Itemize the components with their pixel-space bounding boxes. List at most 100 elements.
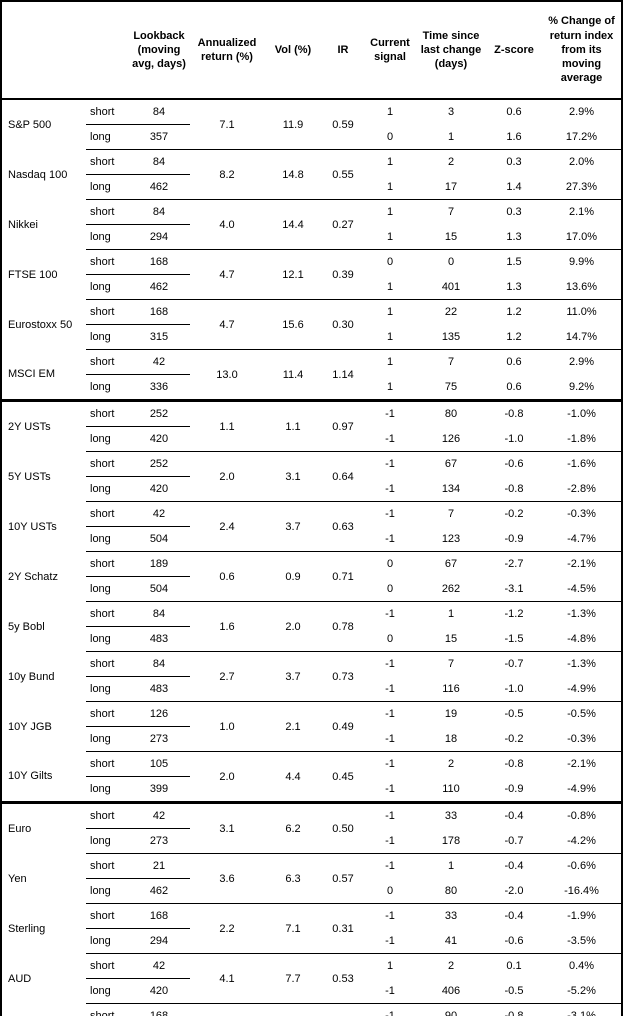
asset-name: FTSE 100	[8, 268, 58, 281]
z-score-value: -0.5	[486, 701, 542, 727]
z-score-value: 0.1	[486, 953, 542, 979]
header-vol: Vol (%)	[264, 1, 322, 100]
time-since-value: 262	[441, 582, 461, 595]
pct-change-value: 11.0%	[542, 299, 622, 325]
pct-change-value: -2.8%	[567, 482, 596, 495]
signal-value: -1	[385, 432, 395, 445]
asset-row-long: long 273 -1 178 -0.7 -4.2%	[1, 829, 622, 854]
asset-row-short: S&P 500 short 84 7.1 11.9 0.59 1 3 0.6 2.9%	[1, 99, 622, 131]
asset-row-short: 2Y Schatz short 189 0.6 0.9 0.71 0 67 -2.7 -2.1%	[1, 551, 622, 602]
time-since-value: 17	[444, 180, 458, 193]
annualized-return-value: 1.1	[190, 399, 264, 452]
asset-row-short: Yen short 21 3.6 6.3 0.57 -1 1 -0.4 -0.6%	[1, 853, 622, 904]
annualized-return-value: 4.0	[190, 199, 264, 250]
annualized-return-value: 2.2	[190, 903, 264, 954]
pct-change-value: -5.2%	[567, 984, 596, 997]
pct-change-value: -16.4%	[564, 884, 599, 897]
z-score-value: -3.1	[504, 582, 524, 595]
asset-name: Eurostoxx 50	[8, 318, 73, 331]
asset-row-long: long 504 -1 123 -0.9 -4.7%	[1, 527, 622, 552]
vol-value: 14.8	[264, 149, 322, 200]
lookback-value: 273	[149, 835, 169, 847]
pct-change-value: -1.9%	[542, 903, 622, 929]
annualized-return-value: 0.6	[190, 551, 264, 602]
signal-value: 1	[386, 230, 394, 243]
z-score-value: 1.5	[486, 249, 542, 275]
period-label-long: long	[90, 985, 111, 997]
header-current-signal: Current signal	[364, 1, 416, 100]
signal-value: 1	[386, 280, 394, 293]
vol-value: 11.4	[264, 349, 322, 401]
z-score-value: -0.8	[504, 482, 524, 495]
asset-name: S&P 500	[8, 118, 52, 131]
vol-value: 11.9	[282, 118, 304, 131]
lookback-value: 105	[128, 751, 190, 777]
signal-value: 1	[386, 330, 394, 343]
time-since-value: 80	[416, 399, 486, 427]
time-since-value: 33	[416, 801, 486, 829]
period-label-long: long	[90, 433, 111, 445]
time-since-value: 1	[447, 130, 455, 143]
ir-value: 0.45	[322, 751, 364, 803]
annualized-return-value: 1.6	[190, 601, 264, 652]
lookback-value: 294	[149, 231, 169, 243]
period-label-short: short	[86, 853, 128, 879]
asset-row-short: FTSE 100 short 168 4.7 12.1 0.39 0 0 1.5 9.9%	[1, 249, 622, 300]
z-score-value: -0.7	[504, 834, 524, 847]
asset-row-short: Sterling short 168 2.2 7.1 0.31 -1 33 -0.4 -1.9%	[1, 903, 622, 954]
period-label-long: long	[90, 633, 111, 645]
header-z-score: Z-score	[486, 1, 542, 100]
period-label-short: short	[86, 99, 128, 125]
time-since-value: 7	[416, 651, 486, 677]
period-label-short: short	[86, 1003, 128, 1016]
asset-row-short: AUD short 42 4.1 7.7 0.53 1 2 0.1 0.4%	[1, 953, 622, 1004]
signal-value: -1	[385, 682, 395, 695]
time-since-value: 123	[441, 532, 461, 545]
asset-row-long: long 462 1 401 1.3 13.6%	[1, 275, 622, 300]
annualized-return-value: 7.1	[219, 118, 235, 131]
asset-row-short: MSCI EM short 42 13.0 11.4 1.14 1 7 0.6 2.9%	[1, 349, 622, 401]
asset-name: 5Y USTs	[8, 470, 51, 483]
signal-value: -1	[364, 751, 416, 777]
ir-value: 0.15	[322, 1003, 364, 1016]
vol-value: 15.6	[264, 299, 322, 350]
annualized-return-value: 4.7	[190, 299, 264, 350]
lookback-value: 84	[128, 149, 190, 175]
period-label-long: long	[90, 783, 111, 795]
signal-value: -1	[385, 532, 395, 545]
z-score-value: -1.0	[504, 682, 524, 695]
ir-value: 0.31	[322, 903, 364, 954]
pct-change-value: 0.4%	[542, 953, 622, 979]
lookback-value: 420	[149, 483, 169, 495]
pct-change-value: -0.6%	[542, 853, 622, 879]
asset-row-short: Eurostoxx 50 short 168 4.7 15.6 0.30 1 22 1.2 11.…	[1, 299, 622, 350]
asset-row-long: long 294 1 15 1.3 17.0%	[1, 225, 622, 250]
pct-change-value: -1.3%	[542, 651, 622, 677]
vol-value: 6.2	[264, 801, 322, 854]
time-since-value: 67	[416, 551, 486, 577]
annualized-return-value: 4.7	[190, 249, 264, 300]
lookback-value: 399	[149, 783, 169, 795]
vol-value: 7.7	[264, 953, 322, 1004]
asset-row-short: 10Y USTs short 42 2.4 3.7 0.63 -1 7 -0.2 -0.3%	[1, 501, 622, 552]
header-annualized-return: Annualized return (%)	[190, 1, 264, 100]
vol-value: 6.3	[264, 853, 322, 904]
z-score-value: -1.5	[504, 632, 524, 645]
asset-row-short: 5Y USTs short 252 2.0 3.1 0.64 -1 67 -0.6 -1.6%	[1, 451, 622, 502]
lookback-value: 504	[149, 583, 169, 595]
header-period	[86, 1, 128, 100]
signal-value: -1	[385, 782, 395, 795]
time-since-value: 18	[444, 732, 458, 745]
signal-value: 1	[364, 349, 416, 375]
asset-name: 10y Bund	[8, 670, 55, 683]
signal-value: 0	[386, 632, 394, 645]
lookback-value: 462	[149, 885, 169, 897]
header-time-since: Time since last change (days)	[416, 1, 486, 100]
signal-value: -1	[364, 701, 416, 727]
z-score-value: 1.3	[506, 230, 522, 243]
ir-value: 0.57	[322, 853, 364, 904]
time-since-value: 7	[416, 349, 486, 375]
z-score-value: -0.4	[486, 903, 542, 929]
lookback-value: 420	[149, 433, 169, 445]
lookback-value: 42	[128, 501, 190, 527]
